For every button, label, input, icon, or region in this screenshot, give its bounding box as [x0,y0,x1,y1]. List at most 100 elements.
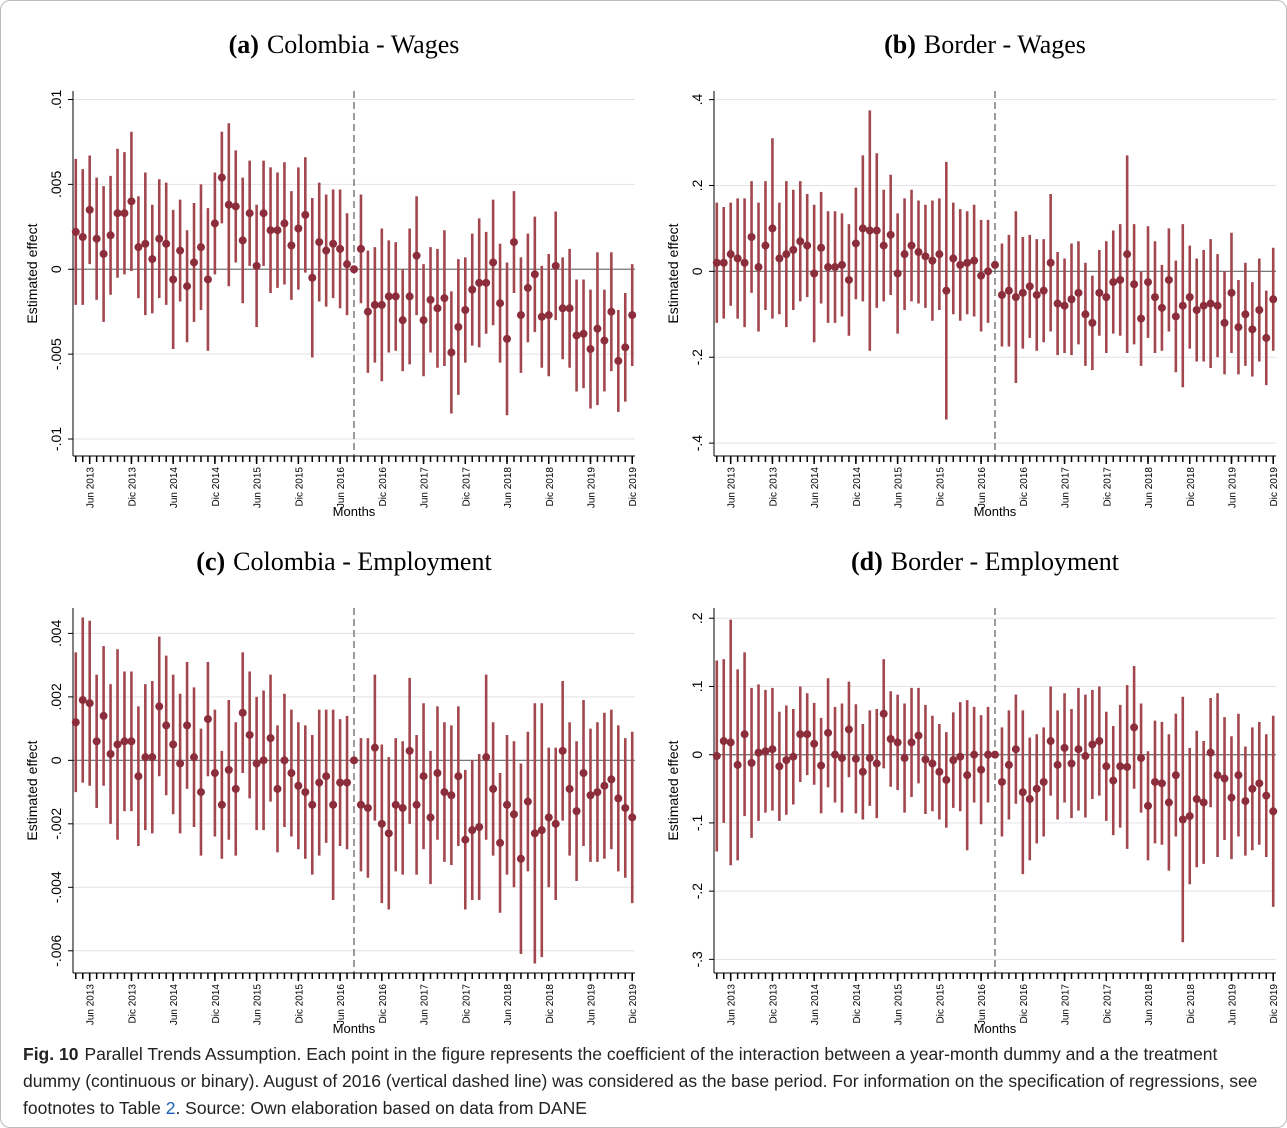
point [1262,333,1271,342]
point [322,246,331,255]
point [949,756,958,765]
point [1102,293,1111,302]
panel-name: Border - Wages [924,30,1086,59]
point [1199,301,1208,310]
point [1248,325,1257,334]
point [865,754,874,763]
point [858,767,867,776]
point [1227,793,1236,802]
point [593,788,602,797]
point [155,234,164,243]
x-tick-label: Jun 2014 [169,467,180,509]
point [454,322,463,331]
point [803,241,812,250]
point [329,239,338,248]
point [712,752,721,761]
point [1102,762,1111,771]
point [127,737,136,746]
y-axis-title: Estimated effect [24,740,40,840]
point [377,819,386,828]
point [196,788,205,797]
point [238,236,247,245]
point [1067,759,1076,768]
point [419,772,428,781]
x-tick-label: Jun 2014 [169,984,180,1026]
point [217,173,226,182]
point [600,781,609,790]
point [1248,784,1257,793]
x-tick-label: Jun 2014 [810,984,821,1026]
point [956,752,965,761]
point [113,740,122,749]
point [85,699,94,708]
y-tick-label: -.005 [48,338,64,370]
point [963,771,972,780]
x-tick-label: Jun 2016 [977,984,988,1026]
x-tick-label: Dic 2013 [127,467,138,507]
point [92,234,101,243]
point [810,269,819,278]
x-tick-label: Jun 2016 [336,984,347,1026]
point [475,278,484,287]
y-tick-label: 0 [48,265,64,273]
point [928,256,937,265]
point [817,243,826,252]
point [363,307,372,316]
point [377,300,386,309]
point [1220,318,1229,327]
point [509,810,518,819]
point [363,803,372,812]
point [607,775,616,784]
point [886,734,895,743]
table-link[interactable]: 2 [165,1098,176,1118]
y-axis-title: Estimated effect [24,223,40,323]
x-tick-label: Dic 2014 [211,984,222,1024]
point [824,728,833,737]
point [1178,815,1187,824]
point [893,269,902,278]
point [120,209,129,218]
point [405,292,414,301]
point [768,224,777,233]
point [1067,295,1076,304]
point [503,800,512,809]
point [190,753,199,762]
point [935,767,944,776]
point [537,826,546,835]
x-tick-label: Dic 2014 [852,467,863,507]
point [391,800,400,809]
x-tick-label: Dic 2017 [1102,467,1113,507]
point [1123,762,1132,771]
point [287,769,296,778]
point [775,254,784,263]
point [516,854,525,863]
point [586,345,595,354]
x-tick-label: Jun 2019 [586,467,597,509]
panel: (d) Border - Employment .2 .1 0 -.1 -.2 -.3 Jun … [665,547,1280,1036]
point [1262,791,1271,800]
point [796,730,805,739]
point [1192,306,1201,314]
x-tick-label: Dic 2016 [378,984,389,1024]
point [719,737,728,746]
point [977,271,986,280]
point [356,800,365,809]
x-tick-label: Jun 2013 [727,984,738,1026]
point [1025,795,1034,804]
point [1088,318,1097,327]
point [942,286,951,295]
y-tick-label: -.004 [48,871,64,903]
point [761,747,770,756]
point [217,800,226,809]
point [1011,745,1020,754]
x-tick-label: Jun 2019 [1227,984,1238,1026]
point [914,731,923,740]
y-tick-label: -.01 [48,427,64,451]
point [1053,299,1062,308]
point [970,750,979,759]
point [1192,795,1201,804]
y-tick-label: .4 [689,94,705,106]
point [768,745,777,754]
x-tick-label: Jun 2019 [1227,467,1238,509]
